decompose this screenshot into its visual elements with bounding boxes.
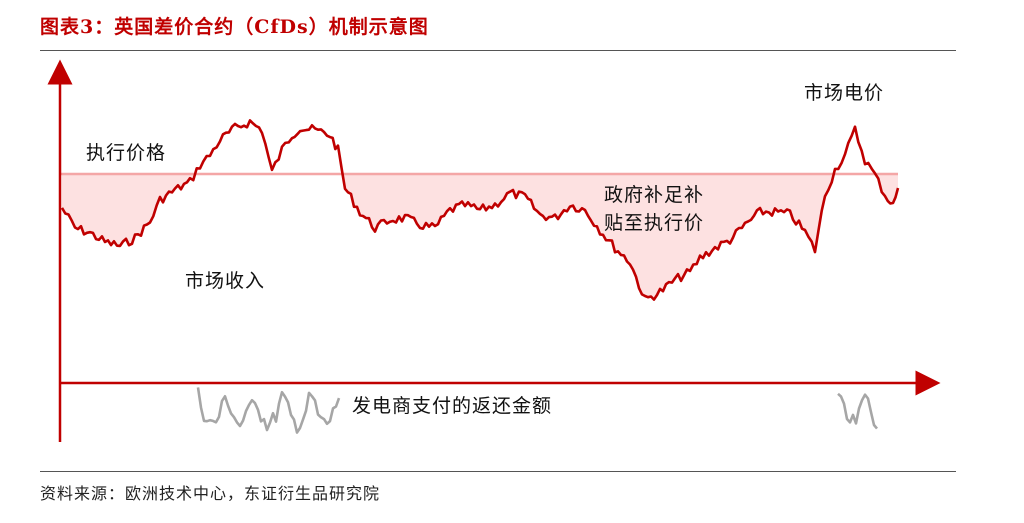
payback-line-left bbox=[196, 387, 341, 434]
market-price-line bbox=[60, 119, 900, 301]
market-revenue-label: 市场收入 bbox=[185, 270, 265, 292]
generator-payback-label: 发电商支付的返还金额 bbox=[352, 395, 552, 417]
payback-line-right bbox=[837, 392, 878, 430]
government-topup-label-1: 政府补足补 bbox=[604, 184, 704, 206]
topup-fill-area bbox=[62, 174, 898, 300]
figure-title: 图表3：英国差价合约（CfDs）机制示意图 bbox=[40, 16, 429, 38]
strike-price-label: 执行价格 bbox=[86, 142, 166, 164]
top-divider bbox=[40, 50, 956, 51]
bottom-divider bbox=[40, 471, 956, 472]
market-price-label: 市场电价 bbox=[804, 82, 884, 104]
source-note: 资料来源：欧洲技术中心，东证衍生品研究院 bbox=[40, 484, 381, 503]
government-topup-label-2: 贴至执行价 bbox=[604, 212, 704, 234]
